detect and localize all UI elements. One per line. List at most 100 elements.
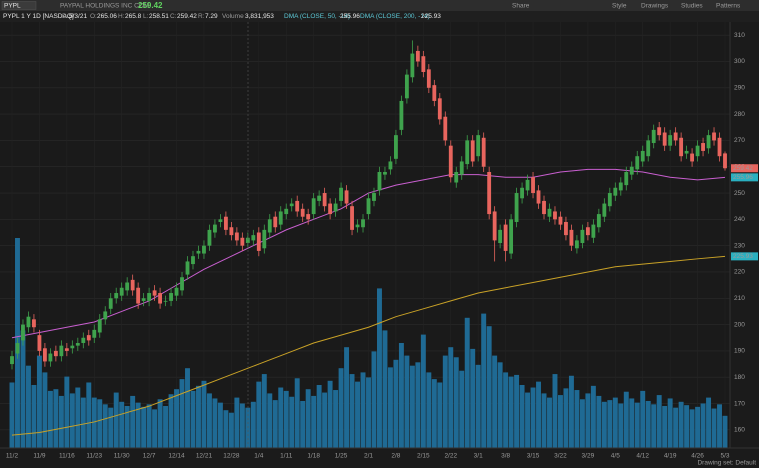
toolbar-button[interactable]: Style — [612, 3, 627, 10]
candle-body — [723, 153, 727, 169]
candle-body — [404, 74, 409, 99]
volume-bar — [634, 402, 640, 448]
candle-body — [64, 348, 69, 351]
volume-bar — [196, 385, 201, 448]
x-tick-label: 4/19 — [664, 453, 677, 460]
candle-body — [251, 235, 256, 241]
volume-bar — [311, 395, 317, 448]
volume-bar — [442, 355, 448, 448]
volume-bar — [190, 390, 196, 448]
candle-body — [432, 85, 437, 101]
volume-bar — [141, 406, 147, 448]
volume-bar — [64, 376, 70, 448]
volume-bar — [382, 330, 388, 448]
volume-bar — [168, 394, 174, 448]
y-tick-label: 190 — [734, 348, 745, 355]
volume-bar — [629, 398, 635, 448]
candle-body — [454, 171, 459, 183]
volume-bar — [437, 382, 443, 448]
candle-body — [207, 229, 212, 246]
moving-average — [11, 255, 726, 436]
volume-bar — [514, 374, 520, 448]
candle-body — [108, 298, 113, 309]
volume-bar — [585, 393, 591, 448]
volume-bar — [212, 398, 218, 448]
candle-body — [569, 229, 574, 246]
volume-bar — [530, 387, 536, 448]
volume-bar — [69, 393, 75, 448]
candle-body — [92, 329, 97, 338]
candle-body — [503, 224, 508, 251]
drawing-set[interactable]: Drawing set: Default — [697, 460, 756, 467]
volume-bar — [503, 372, 509, 448]
candle-body — [635, 156, 640, 170]
label: D: — [62, 13, 69, 20]
volume-bar — [519, 385, 525, 448]
study-name: DMA (CLOSE, 200, -14) — [360, 13, 430, 20]
volume-bar — [267, 393, 273, 448]
candle-body — [223, 216, 228, 230]
candle-body — [256, 232, 261, 251]
candle-body — [245, 237, 250, 244]
volume-bar — [508, 376, 514, 448]
x-tick-label: 12/28 — [223, 453, 240, 460]
symbol[interactable]: PYPL — [4, 3, 21, 10]
volume-bar — [157, 399, 163, 448]
candle-body — [372, 193, 376, 201]
volume-bar — [596, 395, 602, 448]
volume-bar — [31, 385, 37, 448]
study-bar — [0, 11, 759, 22]
candle-body — [717, 137, 722, 157]
x-tick-label: 2/22 — [444, 453, 457, 460]
candle-body — [525, 179, 530, 191]
volume-bar — [256, 381, 262, 448]
candle-body — [564, 221, 568, 236]
toolbar-button[interactable]: Share — [512, 3, 530, 10]
symbol-box[interactable] — [1, 1, 37, 10]
x-tick-label: 12/21 — [196, 453, 213, 460]
toolbar-button[interactable]: Patterns — [716, 3, 741, 10]
volume-bar — [185, 368, 190, 448]
volume-bar — [695, 406, 701, 448]
candle-body — [640, 150, 645, 162]
study-name: DMA (CLOSE, 50, -14) — [284, 13, 350, 20]
volume-bar — [711, 408, 717, 448]
volume-bar — [278, 387, 284, 448]
candle-body — [114, 293, 119, 299]
y-tick-label: 280 — [734, 111, 745, 118]
candle-body — [152, 290, 157, 296]
toolbar — [0, 0, 759, 11]
volume-bar — [377, 288, 382, 448]
volume-bar — [152, 409, 158, 448]
volume-bar — [322, 392, 328, 448]
volume-bar — [673, 407, 679, 448]
x-tick-label: 5/3 — [720, 453, 729, 460]
candle-body — [42, 348, 47, 362]
candle-body — [81, 337, 86, 344]
candle-body — [520, 187, 524, 199]
candle-body — [53, 350, 58, 357]
candle-body — [333, 203, 338, 212]
candle-body — [712, 132, 716, 141]
x-tick-label: 4/5 — [611, 453, 620, 460]
volume-bar — [305, 389, 311, 448]
last-price-label-box — [731, 164, 758, 173]
candle-body — [553, 211, 557, 220]
candle-body — [646, 140, 651, 157]
toolbar-button[interactable]: Studies — [681, 3, 703, 10]
candle-body — [580, 229, 585, 244]
volume-bar — [420, 334, 426, 448]
x-tick-label: 3/15 — [527, 453, 540, 460]
candle-body — [662, 132, 667, 146]
volume-bar — [645, 400, 651, 448]
candle-body — [509, 219, 514, 254]
plot — [0, 22, 730, 448]
x-tick-label: 11/16 — [59, 453, 75, 460]
volume-bar — [536, 381, 541, 448]
volume-bar — [541, 393, 547, 448]
candle-body — [180, 277, 184, 291]
volume-bar — [678, 401, 684, 448]
volume-bar — [563, 388, 569, 448]
toolbar-button[interactable]: Drawings — [641, 3, 669, 10]
